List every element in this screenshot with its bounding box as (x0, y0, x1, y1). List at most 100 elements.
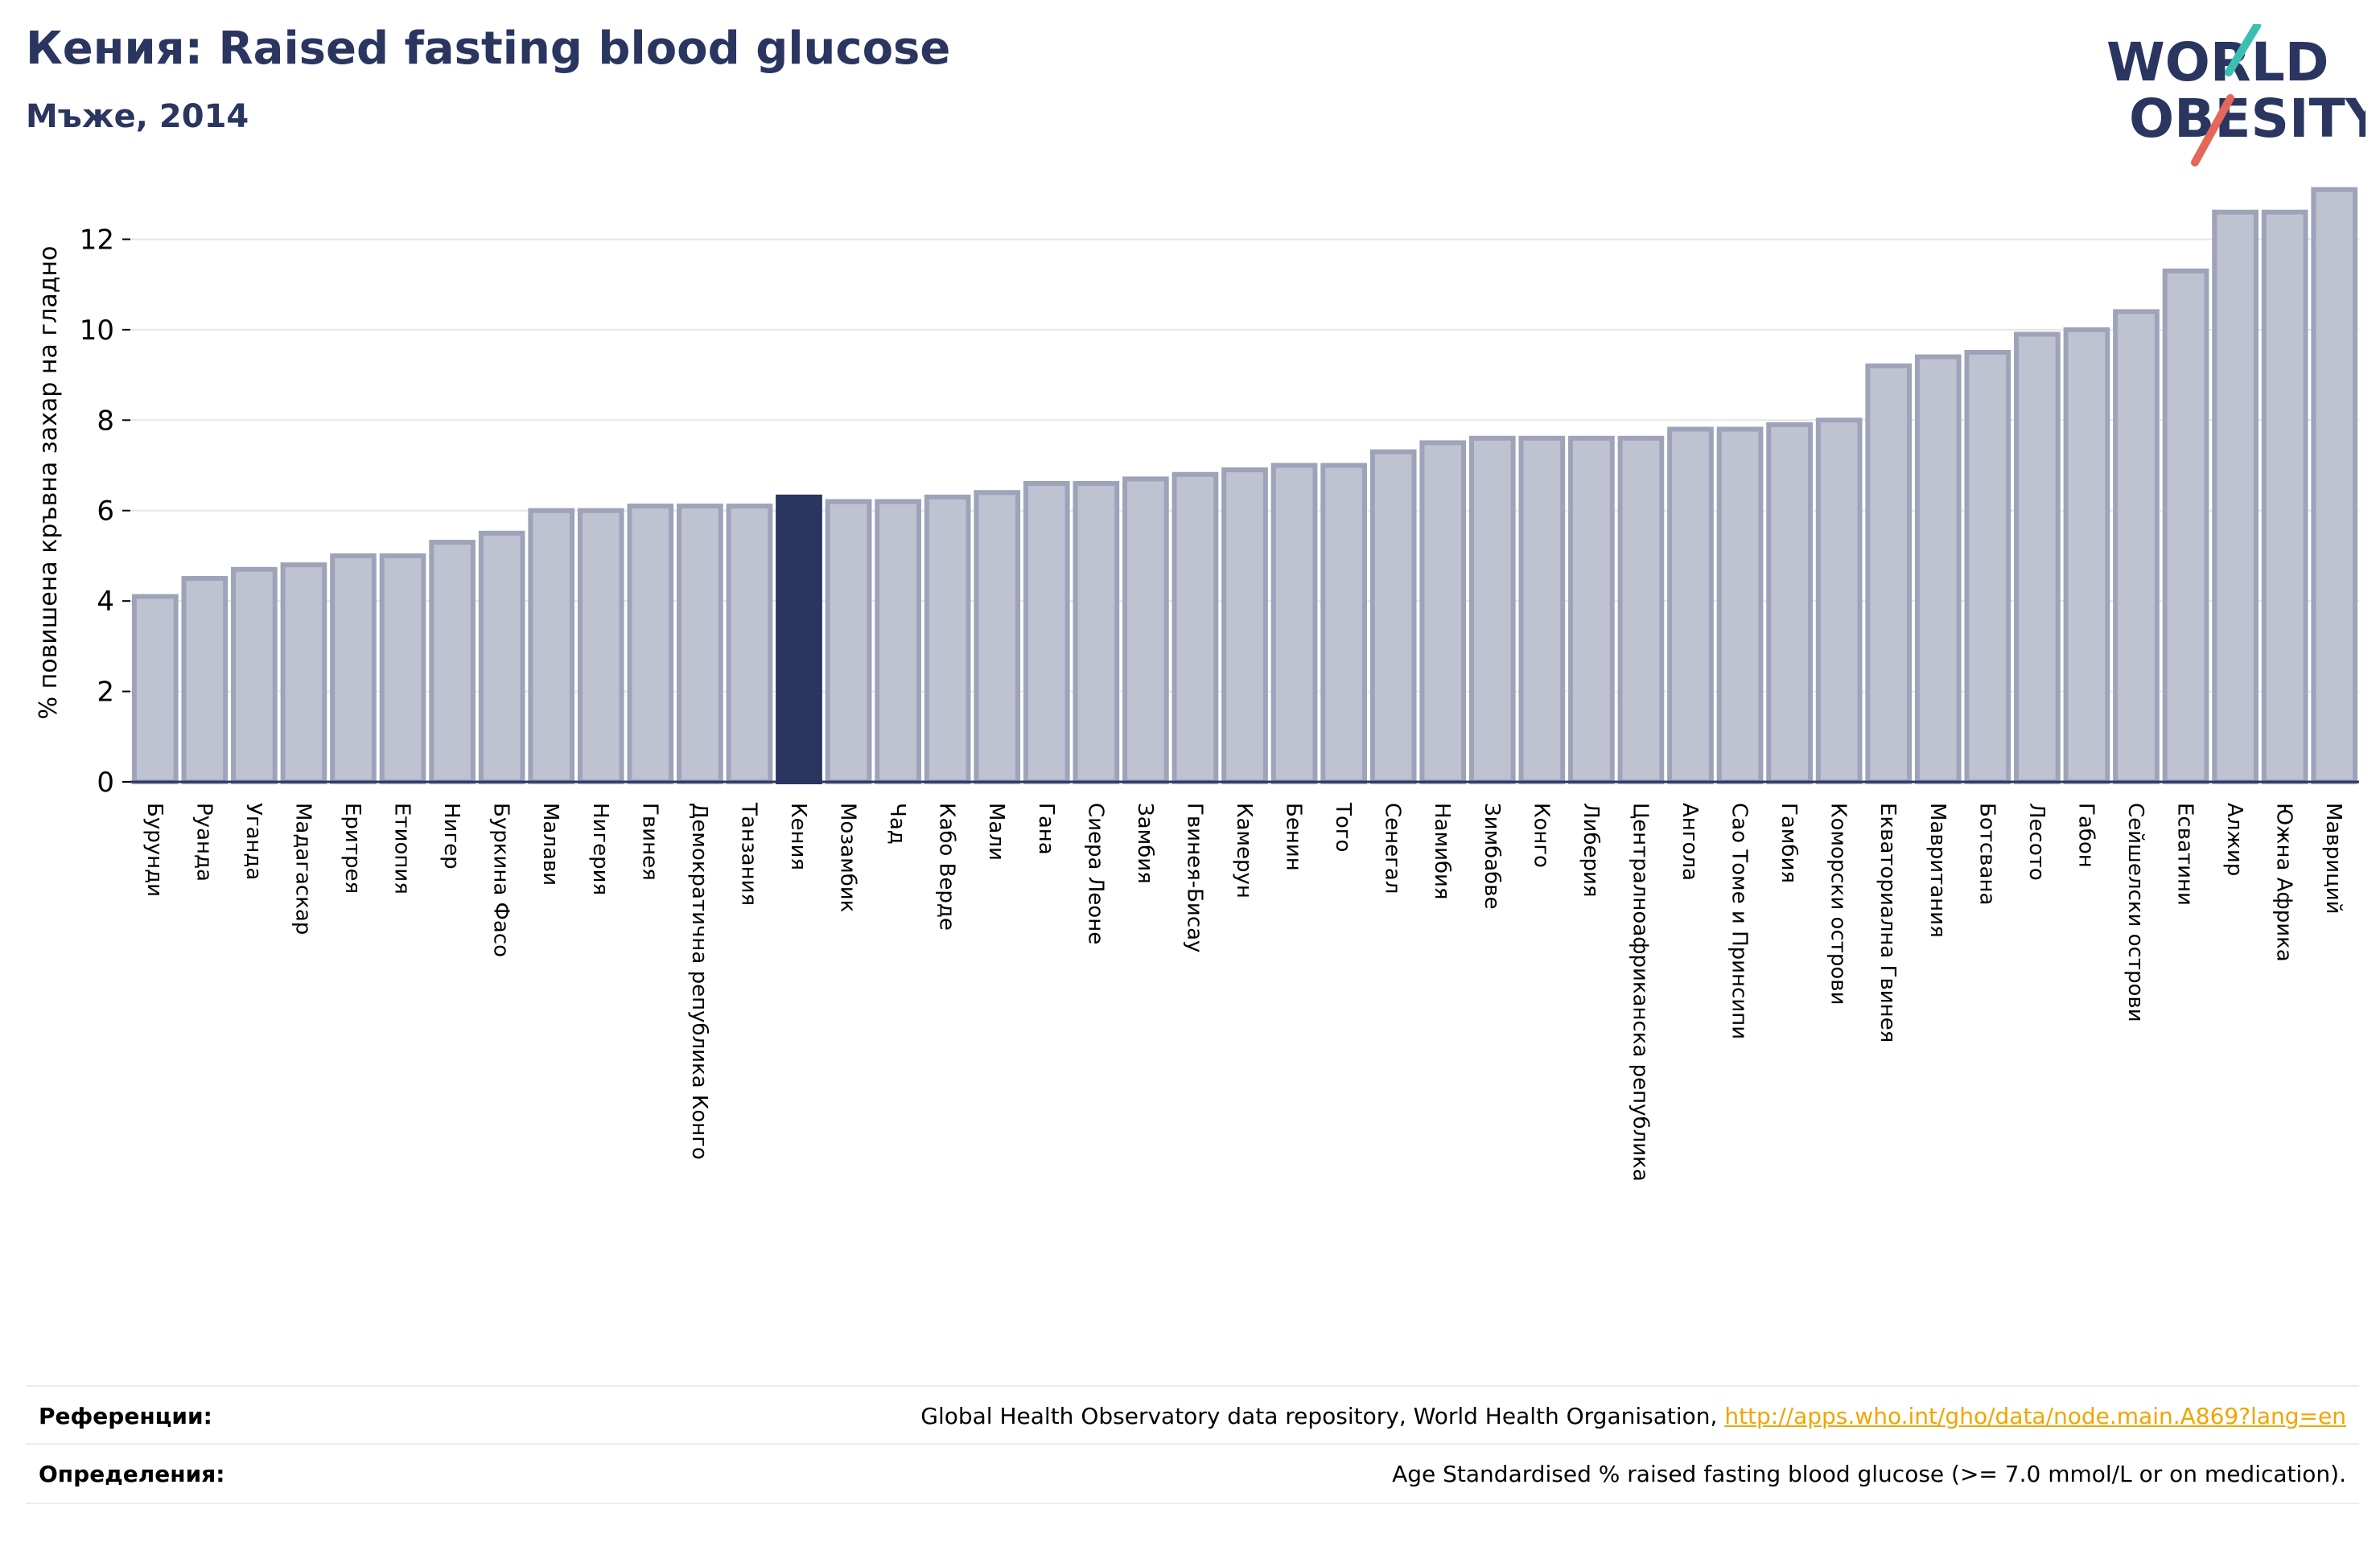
bar-34 (1766, 421, 1813, 784)
x-tick-label: Сиера Леоне (1083, 803, 1107, 944)
y-ticks: 0 2 4 6 8 10 12 (80, 224, 130, 799)
bar-43 (2212, 209, 2259, 784)
bar-12 (677, 504, 723, 785)
x-tick-label: Замбия (1133, 803, 1157, 884)
x-tick-label: Екваториална Гвинея (1876, 803, 1900, 1042)
world-obesity-logo: WORLD OBESITY (2106, 24, 2366, 167)
y-tick-label: 0 (97, 767, 114, 799)
y-tick-label: 4 (97, 586, 114, 618)
x-tick-label: Конго (1529, 803, 1553, 868)
x-tick-label: Сейшелски острови (2123, 803, 2147, 1022)
x-tick-label: Южна Африка (2272, 803, 2296, 962)
bar-4 (280, 562, 327, 784)
x-tick-label: Алжир (2222, 803, 2246, 876)
definitions-label: Определения: (39, 1461, 225, 1487)
references-text: Global Health Observatory data repositor… (920, 1403, 1725, 1429)
x-tick-label: Уганда (241, 803, 266, 880)
bar-40 (2063, 327, 2110, 784)
logo-line2: OBESITY (2129, 88, 2366, 150)
x-tick-label: Габон (2073, 803, 2098, 868)
bar-18 (974, 490, 1021, 784)
x-tick-label: Сенегал (1381, 803, 1405, 894)
x-tick-label: Того (1331, 802, 1355, 852)
bar-23 (1221, 467, 1268, 784)
y-axis-label: % повишена кръвна захар на гладно (35, 246, 63, 720)
x-tick-label: Гвинея (637, 803, 661, 881)
bar-39 (2014, 331, 2061, 784)
bar-41 (2113, 309, 2160, 785)
x-tick-label: Мадагаскар (290, 803, 315, 935)
x-tick-label: Лесото (2024, 803, 2049, 881)
bar-20 (1073, 481, 1120, 784)
bar-35 (1815, 417, 1863, 784)
bar-37 (1914, 354, 1962, 784)
x-tick-label: Буркина Фасо (489, 803, 513, 957)
bar-32 (1667, 426, 1714, 785)
bar-15 (825, 499, 872, 784)
x-tick-label: Централноафриканска република (1628, 803, 1652, 1182)
y-tick-label: 12 (80, 224, 114, 256)
bar-31 (1617, 435, 1665, 785)
x-tick-label: Гамбия (1777, 803, 1801, 883)
x-tick-label: Ангола (1678, 803, 1702, 881)
x-tick-labels: Бурунди Руанда Уганда Мадагаскар Еритрея Етио… (142, 802, 2345, 1182)
x-tick-label: Намибия (1430, 803, 1454, 900)
x-tick-label: Нигерия (588, 803, 612, 895)
bar-33 (1716, 426, 1764, 785)
bars (131, 187, 2358, 785)
bar-21 (1122, 476, 1169, 784)
bar-22 (1171, 471, 1219, 784)
bar-29 (1518, 435, 1566, 785)
bar-3 (231, 566, 278, 784)
bar-19 (1023, 481, 1070, 784)
references-row: Референции: Global Health Observatory da… (26, 1385, 2359, 1443)
x-tick-label: Еритрея (340, 803, 364, 894)
bar-13 (726, 504, 773, 785)
x-tick-label: Кабо Верде (935, 803, 959, 931)
bar-16 (875, 499, 921, 784)
bar-28 (1468, 435, 1516, 785)
bar-38 (1964, 349, 2011, 784)
x-tick-label: Етиопия (390, 803, 414, 894)
bar-36 (1865, 363, 1913, 784)
x-tick-label: Гвинея-Бисау (1182, 803, 1206, 952)
bar-9 (528, 508, 575, 785)
definitions-row: Определения: Age Standardised % raised f… (26, 1443, 2359, 1501)
bar-7 (429, 540, 476, 784)
x-tick-label: Мали (984, 803, 1008, 861)
x-tick-label: Либерия (1579, 803, 1603, 898)
chart-title: Кения: Raised fasting blood glucose (26, 23, 951, 75)
x-tick-label: Бенин (1282, 803, 1306, 871)
bar-chart: 0 2 4 6 8 10 12 Бурунди Руанда Уганда Мадагаскар Е… (35, 187, 2359, 1182)
x-tick-label: Танзания (736, 802, 760, 906)
x-tick-label: Камерун (1232, 803, 1256, 898)
bar-14 (776, 494, 822, 784)
x-tick-label: Чад (885, 803, 909, 845)
footer-divider (26, 1503, 2359, 1504)
logo-slash-teal (2225, 24, 2261, 76)
x-tick-label: Малави (538, 803, 562, 886)
bar-8 (478, 530, 525, 784)
x-tick-label: Бурунди (142, 803, 167, 897)
bar-5 (330, 553, 377, 784)
bar-6 (379, 553, 426, 784)
x-tick-label: Ботсвана (1974, 803, 1999, 905)
y-tick-label: 6 (97, 495, 114, 528)
bar-2 (181, 576, 229, 785)
bar-30 (1568, 435, 1615, 785)
references-link[interactable]: http://apps.who.int/gho/data/node.main.A… (1724, 1403, 2346, 1429)
references-value: Global Health Observatory data repositor… (920, 1403, 2346, 1429)
x-tick-label: Зимбабве (1480, 803, 1504, 910)
x-tick-label: Мавритания (1925, 803, 1950, 938)
x-tick-label: Есватини (2173, 803, 2197, 906)
bar-17 (924, 494, 971, 784)
logo-slash-coral (2191, 94, 2234, 167)
x-tick-label: Кения (786, 803, 810, 870)
x-tick-label: Мозамбик (836, 803, 860, 912)
references-label: Референции: (39, 1403, 212, 1429)
bar-27 (1419, 440, 1467, 785)
y-tick-label: 10 (80, 315, 114, 347)
bar-42 (2162, 268, 2209, 784)
x-tick-label: Мавриций (2321, 803, 2345, 915)
x-tick-label: Демократична република Конго (687, 803, 711, 1160)
